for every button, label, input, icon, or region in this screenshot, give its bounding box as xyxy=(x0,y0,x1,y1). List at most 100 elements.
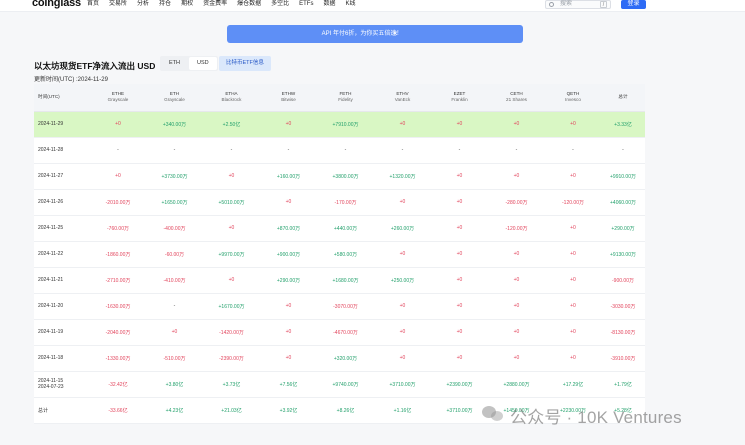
flow-cell: +290.00万 xyxy=(601,215,645,242)
nav-item-analysis[interactable]: 分析 xyxy=(137,1,150,7)
flow-cell: +0 xyxy=(545,163,601,190)
col-header-eth[interactable]: ETH Grayscale xyxy=(146,84,203,112)
toggle-eth[interactable]: ETH xyxy=(169,60,180,66)
flow-cell: +900.00万 xyxy=(260,241,317,268)
table-header-row: 时间(UTC) ETHE Grayscale ETH Grayscale ETHA B… xyxy=(34,84,645,112)
table-row: 2024-11-27 +0 +3730.00万 +0 +160.00万 +3800.00万… xyxy=(34,163,645,190)
nav-item-etfs[interactable]: ETFs xyxy=(299,1,314,7)
flow-cell: -400.00万 xyxy=(146,215,203,242)
table-row: 2024-11-19 -2040.00万 +0 -1420.00万 +0 -4670.00… xyxy=(34,319,645,346)
flow-cell: -1420.00万 xyxy=(203,319,260,346)
table-row: 2024-11-18 -1330.00万 -510.00万 -2390.00万 +0 +3… xyxy=(34,345,645,372)
flow-cell: -120.00万 xyxy=(488,215,545,242)
flow-cell: +0 xyxy=(260,319,317,346)
flow-cell: +0 xyxy=(90,163,146,190)
flow-cell: +0 xyxy=(260,111,317,138)
table-row: 总计 -33.66亿 +4.23亿 +21.03亿 +3.92亿 +8.26亿 +1.16亿… xyxy=(34,397,645,424)
col-header-qeth[interactable]: QETH Invesco xyxy=(545,84,601,112)
flow-cell: - xyxy=(260,137,317,164)
nav-item-long-short-ratio[interactable]: 多空比 xyxy=(271,1,290,7)
wechat-icon xyxy=(482,406,504,424)
flow-cell: +2390.00万 xyxy=(431,371,488,398)
flow-cell: +5010.00万 xyxy=(203,189,260,216)
coinglass-logo[interactable]: coinglass xyxy=(32,0,81,9)
close-icon[interactable]: × xyxy=(393,29,398,38)
flow-cell: -280.00万 xyxy=(488,189,545,216)
toggle-usd[interactable]: USD xyxy=(189,57,217,70)
col-header-ceth[interactable]: CETH 21 Shares xyxy=(488,84,545,112)
flow-cell: +340.00万 xyxy=(146,111,203,138)
col-header-etha[interactable]: ETHA Blackrock xyxy=(203,84,260,112)
flow-cell: +3800.00万 xyxy=(317,163,374,190)
flow-cell: +320.00万 xyxy=(317,345,374,372)
flow-cell: +0 xyxy=(488,345,545,372)
nav-item-open-interest[interactable]: 持仓 xyxy=(159,1,172,7)
col-header-ethe[interactable]: ETHE Grayscale xyxy=(90,84,146,112)
col-header-total[interactable]: 总计 xyxy=(601,84,645,112)
nav-item-home[interactable]: 首页 xyxy=(87,1,100,7)
row-date: 2024-11-18 xyxy=(34,345,90,372)
flow-cell: +160.00万 xyxy=(260,163,317,190)
flow-cell: +0 xyxy=(203,267,260,294)
nav-item-data[interactable]: 数据 xyxy=(323,1,336,7)
flow-cell: -1860.00万 xyxy=(90,241,146,268)
flow-cell: +1650.00万 xyxy=(146,189,203,216)
col-header-feth[interactable]: FETH Fidelity xyxy=(317,84,374,112)
col-header-ezet[interactable]: EZET Franklin xyxy=(431,84,488,112)
row-date: 2024-11-20 xyxy=(34,293,90,320)
table-row: 2024-11-28- - - - - - - - - - xyxy=(34,137,645,164)
unit-toggle: ETH USD xyxy=(160,56,218,71)
flow-cell: +0 xyxy=(146,319,203,346)
nav-item-exchanges[interactable]: 交易所 xyxy=(109,1,128,7)
flow-cell: +870.00万 xyxy=(260,215,317,242)
flow-cell: +3.80亿 xyxy=(146,371,203,398)
col-header-ethw[interactable]: ETHW Bitwise xyxy=(260,84,317,112)
table-row: 2024-11-26 -2010.00万 +1650.00万 +5010.00万 +0-… xyxy=(34,189,645,216)
col-header-ethv[interactable]: ETHV VanEck xyxy=(374,84,431,112)
flow-cell: -170.00万 xyxy=(317,189,374,216)
flow-cell: +7910.00万 xyxy=(317,111,374,138)
row-date: 总计 xyxy=(34,397,90,424)
flow-cell: +9130.00万 xyxy=(601,241,645,268)
nav-item-liquidations[interactable]: 爆仓数据 xyxy=(237,1,262,7)
flow-cell: +0 xyxy=(545,241,601,268)
flow-cell: +9740.00万 xyxy=(317,371,374,398)
flow-cell: +0 xyxy=(431,293,488,320)
flow-cell: +0 xyxy=(488,293,545,320)
table-row: 2024-11-22 -1860.00万 -60.00万 +9970.00万 +900.… xyxy=(34,241,645,268)
flow-cell: +0 xyxy=(374,241,431,268)
search-input[interactable]: 搜索 / xyxy=(545,0,611,9)
watermark-text: 公众号 · 10K Ventures xyxy=(510,407,682,427)
flow-cell: +0 xyxy=(431,267,488,294)
row-date: 2024-11-21 xyxy=(34,267,90,294)
btc-etf-info-button[interactable]: 比特币ETF信息 xyxy=(219,56,271,71)
flow-cell: +1.16亿 xyxy=(374,397,431,424)
flow-cell: -3910.00万 xyxy=(601,345,645,372)
api-promo-banner[interactable]: API 年付6折，为你买五倍速！ × xyxy=(227,25,523,43)
table-row: 2024-11-21 -2710.00万 -410.00万 +0 +290.00万 +16… xyxy=(34,267,645,294)
flow-cell: - xyxy=(488,137,545,164)
banner-text[interactable]: API 年付6折，为你买五倍速！ xyxy=(321,31,403,37)
flow-cell: -410.00万 xyxy=(146,267,203,294)
nav-item-options[interactable]: 期权 xyxy=(181,1,194,7)
flow-cell: -60.00万 xyxy=(146,241,203,268)
etf-flow-table: 时间(UTC) ETHE Grayscale ETH Grayscale ETHA B… xyxy=(34,84,645,424)
search-placeholder: 搜索 xyxy=(560,1,573,7)
flow-cell: - xyxy=(90,137,146,164)
nav-item-kline[interactable]: K线 xyxy=(345,1,356,7)
login-button[interactable]: 登录 xyxy=(621,0,646,9)
flow-cell: - xyxy=(146,137,203,164)
flow-cell: +1320.00万 xyxy=(374,163,431,190)
table-row: 2024-11-20 -1630.00万 - +1670.00万 +0 -3070.00万… xyxy=(34,293,645,320)
nav-item-funding-rate[interactable]: 资金费率 xyxy=(203,1,228,7)
flow-cell: +1450.00万 xyxy=(488,397,545,424)
flow-cell: -120.00万 xyxy=(545,189,601,216)
flow-cell: - xyxy=(601,137,645,164)
flow-cell: -2010.00万 xyxy=(90,189,146,216)
col-header-time[interactable]: 时间(UTC) xyxy=(34,84,90,112)
top-navigation-bar: coinglass 首页 交易所 分析 持仓 期权 资金费率 爆仓数据 多空比 … xyxy=(0,0,745,12)
flow-cell: +0 xyxy=(431,241,488,268)
flow-cell: -32.42亿 xyxy=(90,371,146,398)
flow-cell: +290.00万 xyxy=(260,267,317,294)
flow-cell: +9970.00万 xyxy=(203,241,260,268)
